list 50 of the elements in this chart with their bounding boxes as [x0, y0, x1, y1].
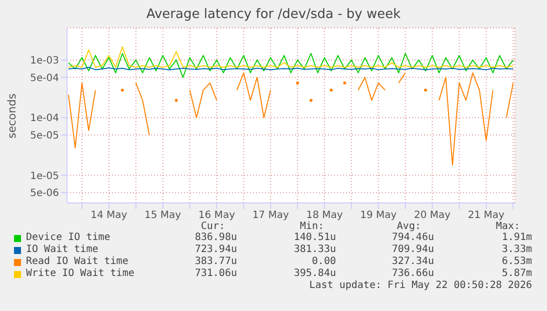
text: 3.33m: [502, 244, 532, 255]
text: 836.98u: [194, 232, 237, 243]
text: 381.33u: [294, 244, 336, 255]
y-tick-label: 5e-04: [30, 72, 59, 84]
text: 383.77u: [194, 256, 237, 267]
x-tick-label: 14 May: [90, 210, 128, 222]
text: Cur:: [200, 221, 225, 232]
text: 327.34u: [392, 256, 434, 267]
y-tick-label: 5e-05: [30, 130, 59, 142]
text: 0.00: [312, 256, 336, 267]
x-tick-label: 20 May: [414, 210, 451, 222]
text: 6.53m: [502, 256, 532, 267]
y-tick-label: 1e-05: [30, 170, 59, 182]
x-tick-label: 16 May: [198, 210, 236, 222]
text: 5.87m: [502, 268, 532, 279]
legend-label: IO Wait time: [26, 244, 98, 255]
text: Avg:: [396, 221, 421, 232]
point: [310, 98, 313, 102]
text: 736.66u: [392, 268, 434, 279]
point: [424, 88, 428, 92]
text: 731.06u: [194, 268, 237, 279]
y-tick-label: 1e-03: [30, 56, 59, 67]
line-series: [68, 46, 514, 68]
point: [174, 98, 178, 102]
line-series: [68, 52, 514, 78]
y-tick-label: 5e-06: [30, 188, 59, 200]
text: 140.51u: [294, 232, 336, 243]
legend-label: Write IO Wait time: [26, 268, 134, 279]
x-tick-label: 19 May: [360, 210, 397, 222]
text: Max:: [496, 221, 520, 232]
x-tick-label: 18 May: [306, 210, 343, 222]
x-tick-label: 15 May: [144, 210, 182, 222]
text: 794.46u: [392, 232, 434, 243]
point: [330, 88, 333, 92]
text: 395.84u: [294, 268, 336, 279]
text: 723.94u: [194, 244, 237, 255]
chart-title: Average latency for /dev/sda - by week: [145, 7, 402, 22]
text: 709.94u: [392, 244, 434, 255]
legend-label: Device IO time: [26, 232, 110, 243]
text: Last update: Fri May 22 00:50:28 2026: [309, 280, 532, 291]
y-axis-title: seconds: [6, 94, 18, 138]
y-tick-label: 1e-04: [30, 113, 59, 124]
x-tick-label: 21 May: [468, 210, 505, 222]
point: [120, 88, 124, 92]
x-tick-label: 17 May: [252, 210, 289, 222]
point: [296, 81, 300, 84]
text: Min:: [300, 221, 324, 232]
point: [343, 81, 346, 84]
legend-label: Read IO Wait time: [26, 256, 128, 267]
text: 1.91m: [502, 232, 532, 243]
